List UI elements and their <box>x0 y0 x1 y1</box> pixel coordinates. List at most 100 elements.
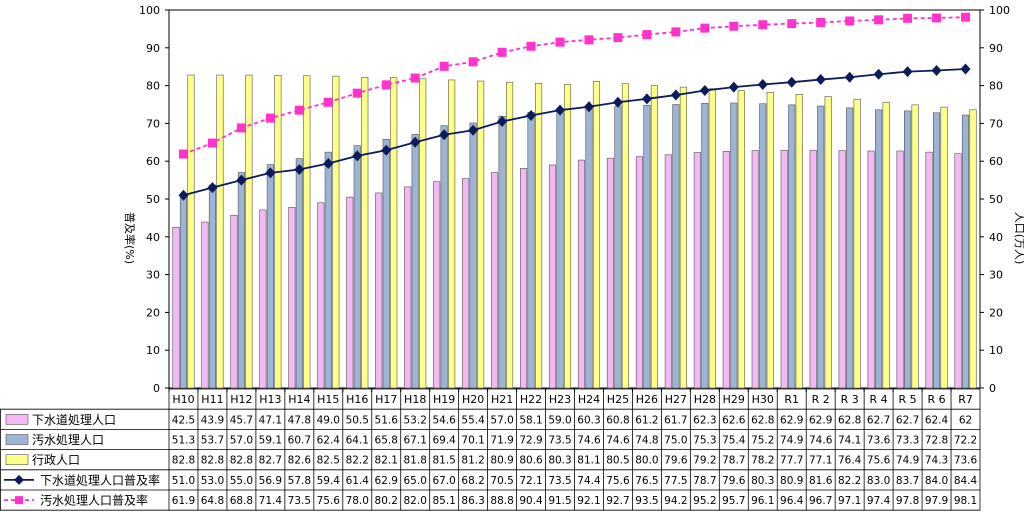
data-label: 82.8 <box>201 455 224 467</box>
category-label: R7 <box>958 393 973 406</box>
data-label: 64.1 <box>346 435 369 447</box>
bar-2 <box>382 138 390 389</box>
data-label: 97.1 <box>838 495 861 507</box>
data-label: 97.4 <box>867 495 891 507</box>
data-label: 61.4 <box>346 475 370 487</box>
bar-1 <box>896 150 904 389</box>
data-label: 76.4 <box>838 455 862 467</box>
bar-1 <box>259 209 267 389</box>
bar-2 <box>961 114 970 389</box>
point-marker <box>526 41 536 51</box>
data-label: 73.5 <box>548 475 571 487</box>
category-label: H22 <box>520 393 542 406</box>
point-marker <box>583 101 594 113</box>
data-label: 75.6 <box>317 495 341 507</box>
category-label: R 5 <box>899 393 917 406</box>
bar-1 <box>664 154 672 389</box>
data-label: 73.6 <box>867 435 891 447</box>
data-label: 90.4 <box>519 495 543 507</box>
data-label: 84.4 <box>954 475 978 487</box>
point-marker <box>236 123 246 133</box>
point-marker <box>786 76 797 88</box>
data-label: 45.7 <box>230 414 253 426</box>
data-label: 58.1 <box>519 414 542 426</box>
data-label: 74.1 <box>838 435 861 447</box>
point-marker <box>815 74 826 86</box>
point-marker <box>207 182 218 194</box>
y2-tick-label: 40 <box>989 231 1003 244</box>
point-marker <box>555 104 566 116</box>
y2-tick-label: 30 <box>989 269 1003 282</box>
point-marker <box>352 150 363 162</box>
data-label: 62.7 <box>896 414 919 426</box>
point-marker <box>932 13 942 23</box>
data-label: 73.3 <box>896 435 919 447</box>
category-label: R 3 <box>841 393 859 406</box>
data-label: 74.4 <box>577 475 601 487</box>
data-label: 43.9 <box>201 414 224 426</box>
bar-2 <box>498 115 506 389</box>
bar-2 <box>614 105 622 389</box>
data-label: 60.8 <box>606 414 629 426</box>
data-label: 77.5 <box>664 475 687 487</box>
data-label: 80.2 <box>375 495 398 507</box>
bar-1 <box>548 164 557 389</box>
y2-tick-label: 50 <box>989 193 1003 206</box>
y-tick-label: 100 <box>139 4 160 17</box>
data-label: 68.2 <box>461 475 484 487</box>
bar-1 <box>520 168 528 389</box>
data-label: 88.8 <box>490 495 513 507</box>
data-label: 51.3 <box>172 435 195 447</box>
data-label: 75.0 <box>664 435 687 447</box>
data-label: 75.4 <box>722 435 746 447</box>
series-line-1 <box>183 68 966 197</box>
y-tick-label: 80 <box>146 80 160 93</box>
data-label: 62.7 <box>867 414 890 426</box>
data-label: 79.6 <box>664 455 688 467</box>
data-label: 62.3 <box>693 414 716 426</box>
bar-2 <box>730 102 738 389</box>
bar-3 <box>795 93 803 389</box>
data-label: 65.8 <box>375 435 398 447</box>
data-label: 82.8 <box>172 455 195 467</box>
bar-2 <box>353 145 361 389</box>
data-label: 96.7 <box>809 495 832 507</box>
point-marker <box>757 78 768 90</box>
point-marker <box>844 71 855 83</box>
point-marker <box>960 63 971 75</box>
point-marker <box>265 113 275 123</box>
data-label: 80.3 <box>751 475 774 487</box>
bar-2 <box>440 125 448 389</box>
data-label: 55.0 <box>230 475 253 487</box>
y-tick-label: 20 <box>146 306 160 319</box>
bar-2 <box>469 122 477 389</box>
data-label: 83.0 <box>867 475 890 487</box>
bar-1 <box>809 149 817 389</box>
bar-3 <box>448 79 456 389</box>
bar-1 <box>577 159 586 389</box>
data-label: 97.8 <box>896 495 919 507</box>
bar-2 <box>759 103 767 389</box>
point-marker <box>874 15 884 25</box>
data-label: 81.2 <box>461 455 484 467</box>
category-label: H16 <box>346 393 368 406</box>
data-label: 74.6 <box>809 435 833 447</box>
y2-axis-label: 人口(万人) <box>1013 212 1024 265</box>
bar-2 <box>817 105 825 389</box>
bar-3 <box>940 106 948 389</box>
bar-3 <box>824 96 832 389</box>
data-label: 50.5 <box>346 414 369 426</box>
bar-3 <box>853 98 861 389</box>
data-label: 96.4 <box>780 495 804 507</box>
data-label: 82.7 <box>259 455 282 467</box>
point-marker <box>381 144 392 156</box>
data-label: 60.7 <box>288 435 311 447</box>
data-label: 85.1 <box>432 495 455 507</box>
point-marker <box>381 80 391 90</box>
bar-2 <box>237 172 245 389</box>
data-label: 74.6 <box>606 435 630 447</box>
bar-3 <box>332 75 340 389</box>
category-label: H27 <box>665 393 687 406</box>
data-label: 53.7 <box>201 435 224 447</box>
